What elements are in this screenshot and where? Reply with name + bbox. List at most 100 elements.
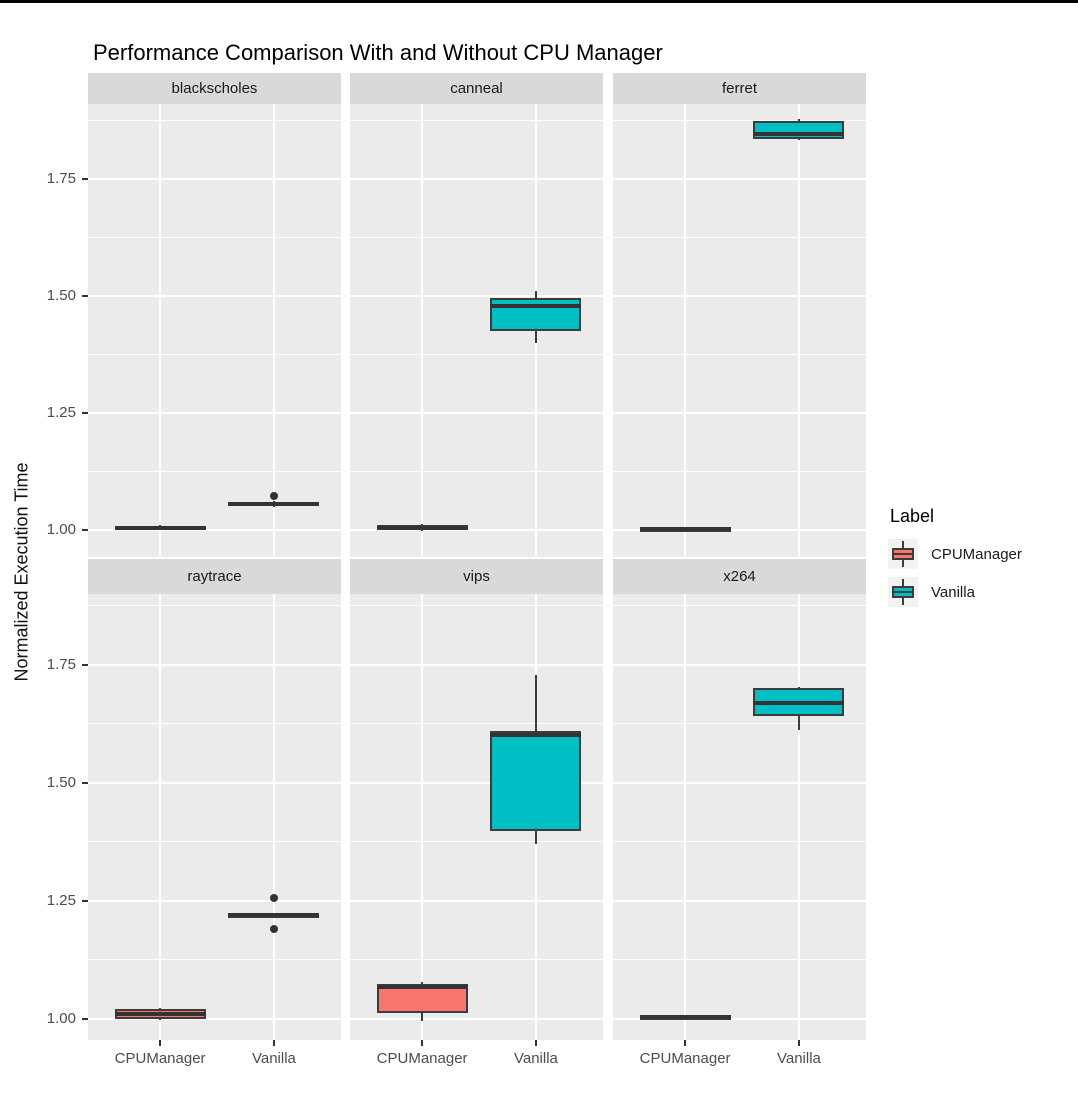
gridline-minor [88, 236, 341, 238]
gridline-major [350, 177, 603, 180]
facet-panel [350, 104, 603, 557]
facet-panel [350, 594, 603, 1040]
gridline-vertical [797, 594, 800, 1040]
y-tick-mark [82, 177, 88, 180]
gridline-minor [613, 119, 866, 121]
median-line [753, 132, 845, 137]
gridline-major [88, 294, 341, 297]
y-tick-mark [82, 528, 88, 531]
median-line [228, 913, 320, 918]
legend-entry-cpumanager: CPUManager [888, 539, 1078, 569]
gridline-minor [88, 605, 341, 607]
gridline-major [88, 177, 341, 180]
outlier-point [269, 925, 278, 934]
median-line [639, 527, 731, 532]
gridline-vertical [421, 104, 424, 557]
gridline-minor [613, 959, 866, 961]
gridline-major [350, 899, 603, 902]
y-tick-label: 1.75 [46, 655, 76, 673]
gridline-minor [88, 959, 341, 961]
facet-strip: x264 [613, 559, 866, 594]
gridline-major [613, 294, 866, 297]
gridline-major [350, 781, 603, 784]
gridline-minor [350, 470, 603, 472]
gridline-minor [613, 841, 866, 843]
median-line [376, 526, 468, 531]
x-category-label: Vanilla [776, 1050, 821, 1067]
gridline-major [88, 1017, 341, 1020]
gridline-minor [88, 723, 341, 725]
gridline-major [613, 899, 866, 902]
key-median-line [892, 553, 914, 555]
x-category-label: CPUManager [114, 1050, 206, 1067]
y-tick-mark [82, 781, 88, 784]
gridline-major [613, 411, 866, 414]
facet-strip: canneal [350, 73, 603, 104]
gridline-major [88, 411, 341, 414]
median-line [753, 701, 845, 706]
outlier-point [269, 492, 278, 501]
gridline-major [88, 663, 341, 666]
x-category-label: Vanilla [251, 1050, 296, 1067]
y-tick-label: 1.25 [46, 891, 76, 909]
y-tick-mark [82, 1017, 88, 1020]
gridline-minor [350, 236, 603, 238]
median-line [490, 732, 582, 737]
gridline-major [88, 781, 341, 784]
gridline-minor [350, 959, 603, 961]
median-line [114, 525, 206, 530]
y-tick-mark [82, 411, 88, 414]
outlier-point [269, 894, 278, 903]
legend: Label CPUManager Vanilla [888, 506, 1078, 615]
gridline-minor [613, 236, 866, 238]
gridline-vertical [159, 594, 162, 1040]
facet-strip: ferret [613, 73, 866, 104]
median-line [639, 1015, 731, 1020]
box [490, 730, 582, 831]
boxplot-key-icon [888, 577, 918, 607]
gridline-minor [350, 841, 603, 843]
gridline-vertical [797, 104, 800, 557]
facet-panel [613, 104, 866, 557]
gridline-minor [613, 470, 866, 472]
x-category-label: Vanilla [513, 1050, 558, 1067]
legend-label: CPUManager [931, 545, 1022, 563]
facet-strip: vips [350, 559, 603, 594]
x-tick-mark [534, 1040, 537, 1046]
x-tick-mark [272, 1040, 275, 1046]
gridline-vertical [421, 594, 424, 1040]
facet-strip: raytrace [88, 559, 341, 594]
y-tick-label: 1.00 [46, 1009, 76, 1027]
gridline-vertical [684, 594, 687, 1040]
gridline-minor [88, 119, 341, 121]
gridline-vertical [272, 594, 275, 1040]
y-tick-label: 1.50 [46, 773, 76, 791]
legend-label: Vanilla [931, 583, 975, 601]
top-border-line [0, 0, 1078, 3]
key-median-line [892, 591, 914, 593]
gridline-major [613, 663, 866, 666]
x-tick-mark [684, 1040, 687, 1046]
x-tick-mark [797, 1040, 800, 1046]
gridline-minor [88, 353, 341, 355]
x-tick-mark [421, 1040, 424, 1046]
gridline-minor [350, 353, 603, 355]
median-line [490, 303, 582, 308]
gridline-major [88, 528, 341, 531]
y-tick-mark [82, 294, 88, 297]
y-tick-mark [82, 663, 88, 666]
gridline-major [350, 411, 603, 414]
gridline-minor [350, 605, 603, 607]
y-tick-label: 1.00 [46, 520, 76, 538]
x-category-label: CPUManager [376, 1050, 468, 1067]
facet-panel [613, 594, 866, 1040]
gridline-minor [88, 841, 341, 843]
gridline-vertical [272, 104, 275, 557]
legend-title: Label [890, 506, 935, 526]
y-tick-mark [82, 899, 88, 902]
facet-panel [88, 104, 341, 557]
gridline-major [613, 781, 866, 784]
gridline-vertical [684, 104, 687, 557]
